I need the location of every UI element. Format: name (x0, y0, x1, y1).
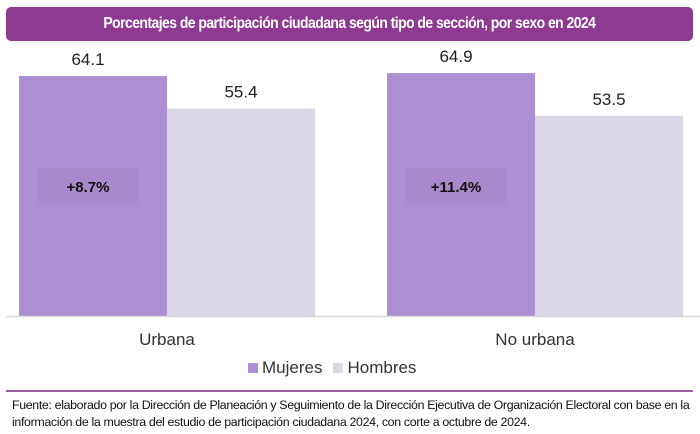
x-tick-label: Urbana (139, 330, 195, 349)
difference-box (405, 168, 507, 205)
legend-label-mujeres: Mujeres (262, 358, 323, 377)
chart-title: Porcentajes de participación ciudadana s… (103, 15, 596, 32)
legend-item-hombres[interactable]: Hombres (333, 358, 416, 378)
legend-item-mujeres[interactable]: Mujeres (248, 358, 322, 378)
source-divider (6, 390, 693, 392)
difference-box (37, 168, 139, 205)
data-label: 53.5 (592, 90, 625, 109)
bar-hombres-urbana (167, 108, 315, 316)
chart-title-banner: Porcentajes de participación ciudadana s… (6, 7, 693, 41)
difference-label: +11.4% (431, 179, 481, 196)
bar-hombres-no-urbana (535, 115, 683, 316)
legend: Mujeres Hombres (248, 358, 427, 378)
legend-label-hombres: Hombres (347, 358, 417, 377)
legend-swatch-hombres (333, 363, 344, 373)
x-tick-label: No urbana (495, 330, 575, 349)
source-note: Fuente: elaborado por la Dirección de Pl… (12, 398, 690, 429)
data-label: 64.9 (439, 47, 472, 66)
legend-swatch-mujeres (248, 363, 258, 373)
data-label: 55.4 (224, 83, 257, 102)
difference-label: +8.7% (67, 179, 110, 196)
data-label: 64.1 (71, 50, 104, 69)
